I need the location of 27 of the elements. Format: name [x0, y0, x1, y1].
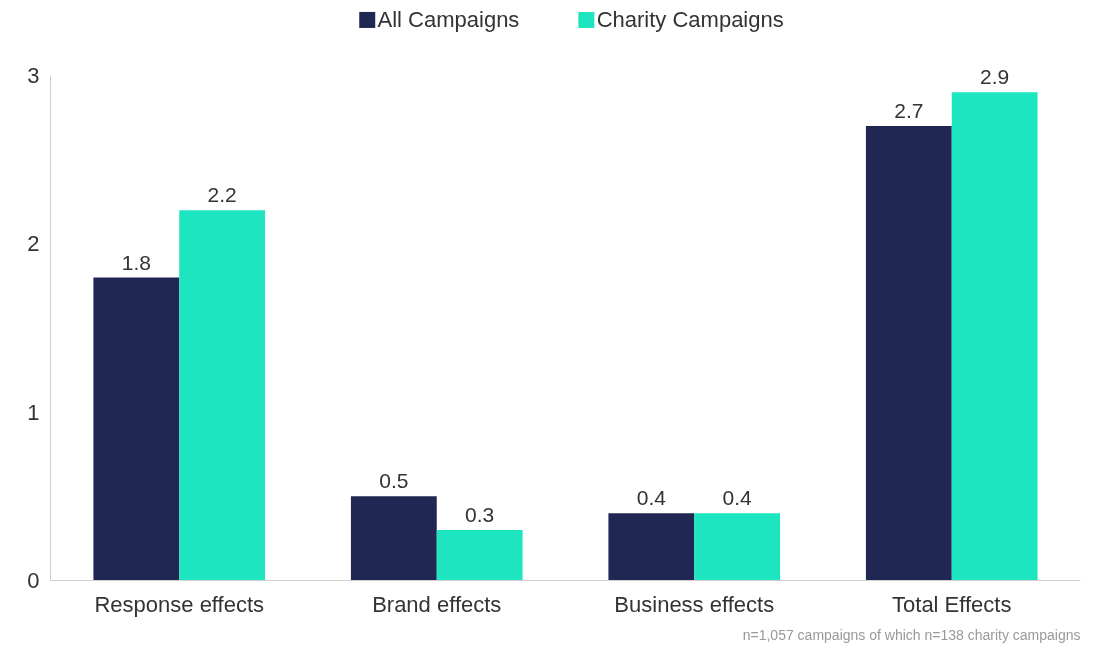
y-tick-label: 1 — [27, 399, 40, 425]
bar — [608, 513, 695, 581]
bar — [350, 496, 437, 581]
bar — [951, 92, 1038, 581]
legend-label: Charity Campaigns — [596, 7, 784, 33]
text: n=1,057 campaigns of which n=138 charity campaigns — [742, 626, 1081, 643]
data-label: 0.3 — [465, 503, 495, 526]
data-label: 2.9 — [980, 65, 1010, 89]
data-label: 0.4 — [636, 486, 667, 510]
data-label: 0.5 — [379, 469, 409, 493]
bar — [865, 126, 952, 581]
y-tick-label: 0 — [27, 568, 40, 593]
y-tick-label: 2 — [27, 231, 40, 257]
x-tick-label: Brand effects — [372, 591, 502, 617]
bar — [694, 513, 781, 581]
x-tick-label: Business effects — [614, 591, 775, 617]
data-label: 1.8 — [121, 250, 151, 274]
x-tick-label: Response effects — [94, 591, 265, 617]
y-tick-label: 3 — [27, 63, 40, 88]
data-label: 2.7 — [894, 99, 924, 122]
x-tick-label: Total Effects — [892, 591, 1012, 617]
data-label: 2.2 — [207, 183, 237, 207]
bar — [179, 210, 266, 581]
data-label: 0.4 — [722, 486, 753, 510]
bar — [436, 530, 523, 581]
legend-label: All Campaigns — [377, 7, 520, 33]
bar — [93, 277, 180, 581]
